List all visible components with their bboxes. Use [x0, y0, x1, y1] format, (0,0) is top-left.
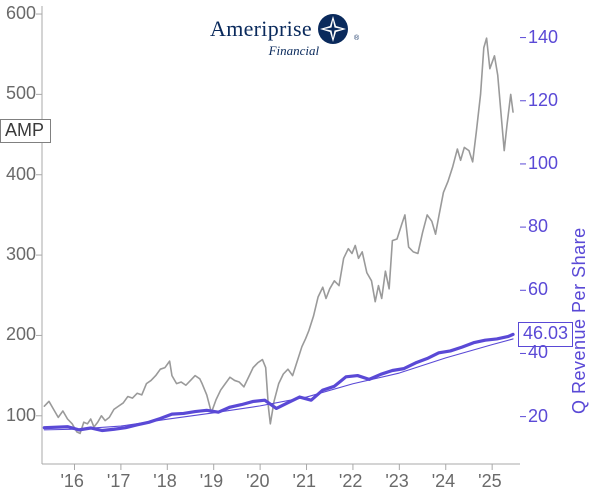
y-right-tick: 100 [528, 154, 558, 172]
y-right-tick: 140 [528, 28, 558, 46]
ticker-badge: AMP [0, 119, 51, 144]
y-left-tick: 300 [2, 245, 36, 263]
x-tick: '17 [107, 472, 130, 490]
y-left-tick: 200 [2, 325, 36, 343]
logo-subtext: Financial [269, 43, 320, 59]
y-right-tick: 40 [528, 343, 548, 361]
company-logo: Ameriprise ® Financial [210, 14, 359, 59]
registered-icon: ® [354, 35, 359, 42]
y-right-axis-label: Q Revenue Per Share [570, 56, 588, 414]
x-tick: '25 [478, 472, 501, 490]
y-right-tick: 60 [528, 280, 548, 298]
x-tick: '20 [246, 472, 269, 490]
y-left-tick: 500 [2, 84, 36, 102]
logo-wordmark: Ameriprise [210, 16, 312, 42]
y-right-tick: 80 [528, 217, 548, 235]
y-left-tick: 600 [2, 4, 36, 22]
x-tick: '24 [432, 472, 455, 490]
x-tick: '22 [339, 472, 362, 490]
compass-star-icon [318, 14, 348, 44]
y-left-tick: 100 [2, 406, 36, 424]
y-left-tick: 400 [2, 165, 36, 183]
x-tick: '18 [153, 472, 176, 490]
x-tick: '23 [385, 472, 408, 490]
chart-plot [0, 0, 600, 500]
x-tick: '16 [60, 472, 83, 490]
x-tick: '21 [293, 472, 316, 490]
y-right-tick: 120 [528, 91, 558, 109]
x-tick: '19 [200, 472, 223, 490]
y-right-tick: 20 [528, 407, 548, 425]
